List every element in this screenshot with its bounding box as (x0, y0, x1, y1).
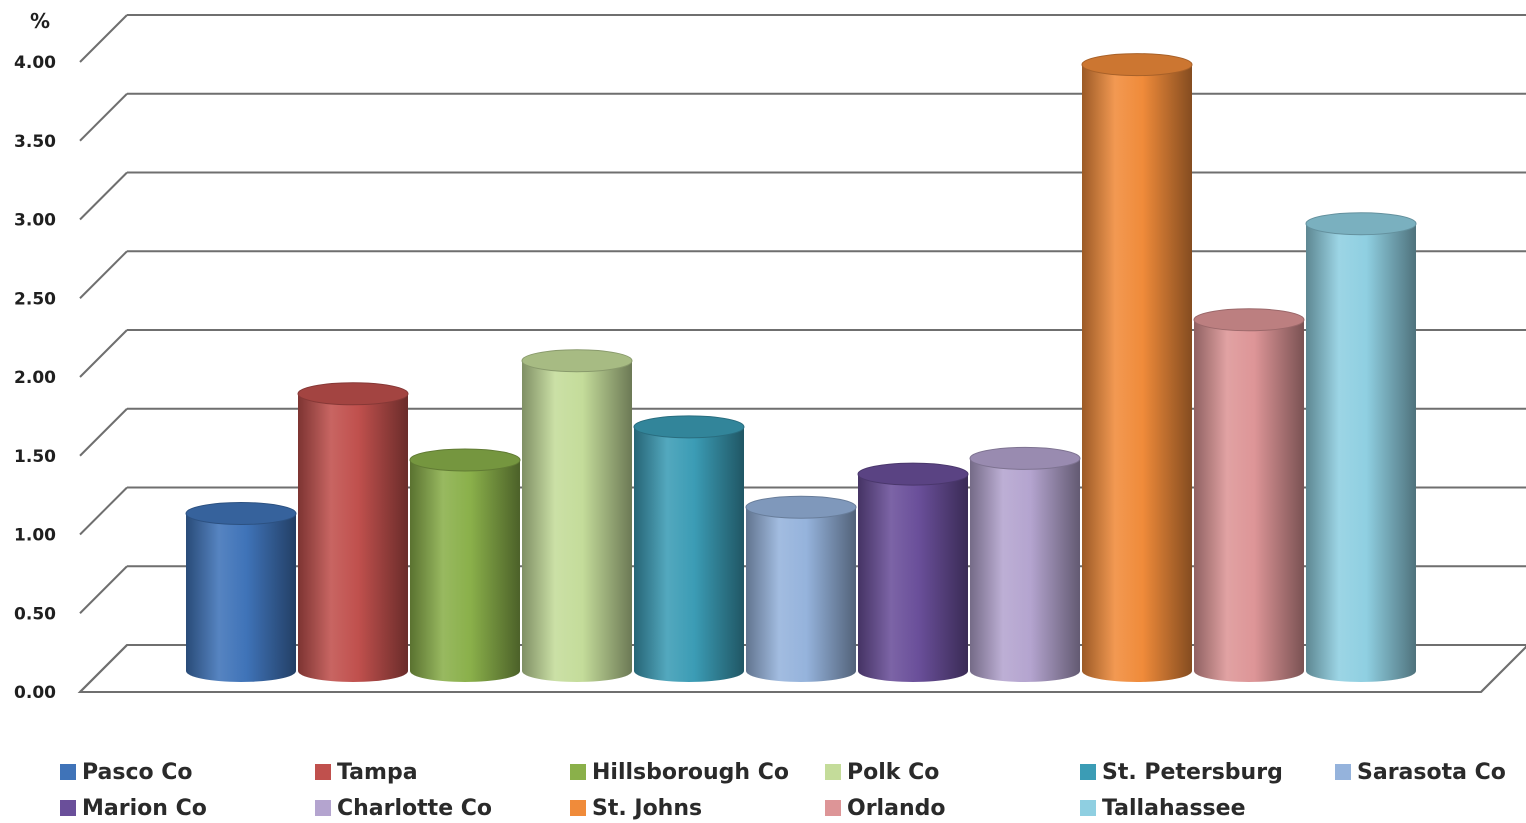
legend-item: Charlotte Co (315, 793, 492, 823)
legend-label: Tallahassee (1102, 795, 1246, 821)
legend-label: St. Petersburg (1102, 759, 1283, 785)
legend-item: Orlando (825, 793, 945, 823)
y-axis-unit-label: % (30, 9, 50, 33)
legend-label: St. Johns (592, 795, 703, 821)
y-tick-label: 3.00 (14, 211, 56, 231)
legend-swatch (570, 800, 586, 816)
legend-item: Pasco Co (60, 757, 193, 787)
bar-charlotte-co (969, 446, 1081, 682)
y-axis: 0.00 0.50 1.00 1.50 2.00 2.50 3.00 3.50 4.00 (14, 53, 56, 703)
y-tick-label: 4.00 (14, 53, 56, 73)
bar-pasco-co (185, 502, 297, 682)
bar-tampa (297, 382, 409, 682)
legend-label: Orlando (847, 795, 946, 821)
legend-item: Sarasota Co (1335, 757, 1506, 787)
legend-label: Pasco Co (82, 759, 193, 785)
y-tick-label: 1.50 (14, 447, 56, 467)
legend-item: Marion Co (60, 793, 207, 823)
legend-item: Tallahassee (1080, 793, 1245, 823)
bar-orlando (1193, 308, 1305, 682)
bar-sarasota-co (745, 495, 857, 682)
y-tick-label: 2.50 (14, 289, 56, 309)
legend-swatch (825, 764, 841, 780)
bar-hillsborough-co (409, 448, 521, 682)
bar-marion-co (857, 462, 969, 682)
legend-item: Polk Co (825, 757, 939, 787)
legend-swatch (825, 800, 841, 816)
bar-st-johns (1081, 53, 1193, 682)
legend-swatch (60, 800, 76, 816)
bar-st-petersburg (633, 415, 745, 682)
gridline (79, 14, 1526, 63)
y-tick-label: 0.50 (14, 604, 56, 624)
y-tick-label: 0.00 (14, 683, 56, 703)
y-tick-label: 1.00 (14, 526, 56, 546)
bar-tallahassee (1305, 212, 1417, 682)
gridline (79, 171, 1526, 221)
legend-swatch (315, 800, 331, 816)
legend-swatch (1335, 764, 1351, 780)
gridline (79, 250, 1526, 299)
bars (185, 53, 1417, 682)
legend-item: Hillsborough Co (570, 757, 789, 787)
legend-swatch (315, 764, 331, 780)
legend-label: Charlotte Co (337, 795, 493, 821)
legend-label: Hillsborough Co (592, 759, 789, 785)
chart-area: 0.00 0.50 1.00 1.50 2.00 2.50 3.00 3.50 4.00 % (14, 9, 1526, 703)
legend-swatch (1080, 764, 1096, 780)
legend-swatch (1080, 800, 1096, 816)
legend-label: Sarasota Co (1357, 759, 1506, 785)
legend-swatch (570, 764, 586, 780)
legend-swatch (60, 764, 76, 780)
y-tick-label: 3.50 (14, 132, 56, 152)
bar-polk-co (521, 349, 633, 682)
legend-item: St. Petersburg (1080, 757, 1283, 787)
legend-item: St. Johns (570, 793, 702, 823)
legend-item: Tampa (315, 757, 418, 787)
legend-label: Marion Co (82, 795, 207, 821)
legend-label: Polk Co (847, 759, 940, 785)
y-tick-label: 2.00 (14, 368, 56, 388)
gridline (79, 92, 1526, 142)
legend-label: Tampa (337, 759, 418, 785)
